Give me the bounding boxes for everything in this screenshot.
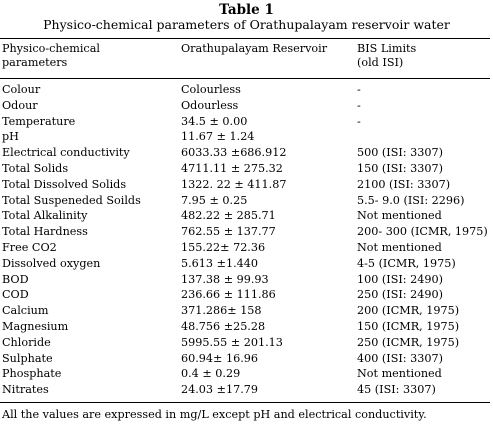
table-row: Odour Odourless - — [0, 98, 490, 114]
table-row: BOD 137.38 ± 99.93 100 (ISI: 2490) — [0, 272, 490, 288]
value-cell: 155.22± 72.36 — [181, 240, 266, 254]
table-title: Table 1 — [219, 2, 274, 18]
param-cell: Colour — [2, 83, 41, 96]
param-cell: COD — [2, 288, 29, 302]
value-cell: 4711.11 ± 275.32 — [181, 161, 283, 175]
value-cell: 7.95 ± 0.25 — [181, 193, 248, 207]
value-cell: 34.5 ± 0.00 — [181, 114, 248, 128]
table-row: COD 236.66 ± 111.86 250 (ISI: 2490) — [0, 287, 490, 303]
limit-cell: Not mentioned — [357, 367, 442, 381]
limit-cell: 5.5- 9.0 (ISI: 2296) — [357, 193, 465, 207]
limit-cell: 4-5 (ICMR, 1975) — [357, 256, 456, 270]
param-cell: Total Suspeneded Soilds — [2, 193, 141, 207]
limit-cell: 400 (ISI: 3307) — [357, 351, 443, 365]
table-subtitle: Physico-chemical parameters of Orathupal… — [43, 17, 450, 32]
value-cell: 482.22 ± 285.71 — [181, 209, 276, 223]
value-cell: Colourless — [181, 83, 241, 96]
limit-cell: - — [357, 98, 361, 112]
header-parameters-line1: Physico-chemical — [2, 42, 100, 55]
footnote: All the values are expressed in mg/L exc… — [2, 408, 427, 421]
param-cell: Magnesium — [2, 319, 69, 333]
table-row: Electrical conductivity 6033.33 ±686.912 5… — [0, 145, 490, 161]
param-cell: Total Dissolved Solids — [2, 177, 127, 191]
header-rule — [0, 78, 490, 79]
value-cell: Odourless — [181, 98, 239, 112]
table-row: Dissolved oxygen 5.613 ±1.440 4-5 (ICMR, 1… — [0, 256, 490, 272]
value-cell: 24.03 ±17.79 — [181, 383, 258, 397]
table-row: Calcium 371.286± 158 200 (ICMR, 1975) — [0, 303, 490, 319]
table-row: Sulphate 60.94± 16.96 400 (ISI: 3307) — [0, 351, 490, 367]
limit-cell: 250 (ICMR, 1975) — [357, 335, 460, 349]
value-cell: 236.66 ± 111.86 — [181, 288, 276, 302]
table-row: Chloride 5995.55 ± 201.13 250 (ICMR, 1975) — [0, 335, 490, 351]
header-parameters-line2: parameters — [2, 56, 68, 69]
value-cell: 371.286± 158 — [181, 304, 262, 318]
value-cell: 60.94± 16.96 — [181, 351, 258, 365]
table-row: Total Hardness 762.55 ± 137.77 200- 300 (I… — [0, 224, 490, 240]
param-cell: pH — [2, 130, 19, 144]
table-row: Colour Colourless - — [0, 82, 490, 98]
limit-cell: - — [357, 83, 361, 96]
value-cell: 5995.55 ± 201.13 — [181, 335, 283, 349]
table-row: Nitrates 24.03 ±17.79 45 (ISI: 3307) — [0, 382, 490, 398]
header-reservoir-line1: Orathupalayam Reservoir — [181, 42, 328, 55]
header-bis-line2: (old ISI) — [357, 56, 404, 69]
value-cell: 48.756 ±25.28 — [181, 319, 266, 333]
param-cell: BOD — [2, 272, 29, 286]
limit-cell: 45 (ISI: 3307) — [357, 383, 436, 397]
param-cell: Dissolved oxygen — [2, 256, 101, 270]
table-row: pH 11.67 ± 1.24 — [0, 129, 490, 145]
limit-cell: Not mentioned — [357, 209, 442, 223]
limit-cell: 2100 (ISI: 3307) — [357, 177, 451, 191]
table-row: Total Suspeneded Soilds 7.95 ± 0.25 5.5- 9… — [0, 193, 490, 209]
table-row: Total Alkalinity 482.22 ± 285.71 Not menti… — [0, 208, 490, 224]
header-bis-line1: BIS Limits — [357, 42, 417, 55]
limit-cell: 100 (ISI: 2490) — [357, 272, 443, 286]
limit-cell: 250 (ISI: 2490) — [357, 288, 443, 302]
limit-cell: 150 (ISI: 3307) — [357, 161, 443, 175]
value-cell: 11.67 ± 1.24 — [181, 130, 255, 144]
param-cell: Nitrates — [2, 383, 49, 397]
limit-cell: - — [357, 114, 361, 128]
param-cell: Free CO2 — [2, 240, 57, 254]
param-cell: Sulphate — [2, 351, 53, 365]
limit-cell: 200 (ICMR, 1975) — [357, 304, 460, 318]
limit-cell: 200- 300 (ICMR, 1975) — [357, 225, 488, 239]
limit-cell: Not mentioned — [357, 240, 442, 254]
table-row: Total Dissolved Solids 1322. 22 ± 411.87 2… — [0, 177, 490, 193]
table-row: Total Solids 4711.11 ± 275.32 150 (ISI: 33… — [0, 161, 490, 177]
param-cell: Chloride — [2, 335, 51, 349]
table-body: Colour Colourless - Odour Odourless - Temperat… — [0, 82, 490, 398]
value-cell: 5.613 ±1.440 — [181, 256, 258, 270]
value-cell: 6033.33 ±686.912 — [181, 146, 287, 160]
top-rule — [0, 38, 490, 39]
table-row: Free CO2 155.22± 72.36 Not mentioned — [0, 240, 490, 256]
value-cell: 1322. 22 ± 411.87 — [181, 177, 287, 191]
param-cell: Total Alkalinity — [2, 209, 88, 223]
param-cell: Total Hardness — [2, 225, 88, 239]
header-bis-limits: BIS Limits (old ISI) — [357, 42, 416, 70]
header-parameters: Physico-chemical parameters — [2, 42, 100, 70]
table-row: Magnesium 48.756 ±25.28 150 (ICMR, 1975) — [0, 319, 490, 335]
table-row: Temperature 34.5 ± 0.00 - — [0, 114, 490, 130]
header-reservoir: Orathupalayam Reservoir — [181, 42, 327, 56]
value-cell: 0.4 ± 0.29 — [181, 367, 241, 381]
value-cell: 762.55 ± 137.77 — [181, 225, 276, 239]
param-cell: Phosphate — [2, 367, 62, 381]
param-cell: Temperature — [2, 114, 76, 128]
bottom-rule — [0, 402, 490, 403]
limit-cell: 500 (ISI: 3307) — [357, 146, 443, 160]
param-cell: Calcium — [2, 304, 49, 318]
param-cell: Total Solids — [2, 161, 69, 175]
value-cell: 137.38 ± 99.93 — [181, 272, 269, 286]
table-row: Phosphate 0.4 ± 0.29 Not mentioned — [0, 366, 490, 382]
limit-cell: 150 (ICMR, 1975) — [357, 319, 460, 333]
param-cell: Electrical conductivity — [2, 146, 130, 160]
param-cell: Odour — [2, 98, 38, 112]
